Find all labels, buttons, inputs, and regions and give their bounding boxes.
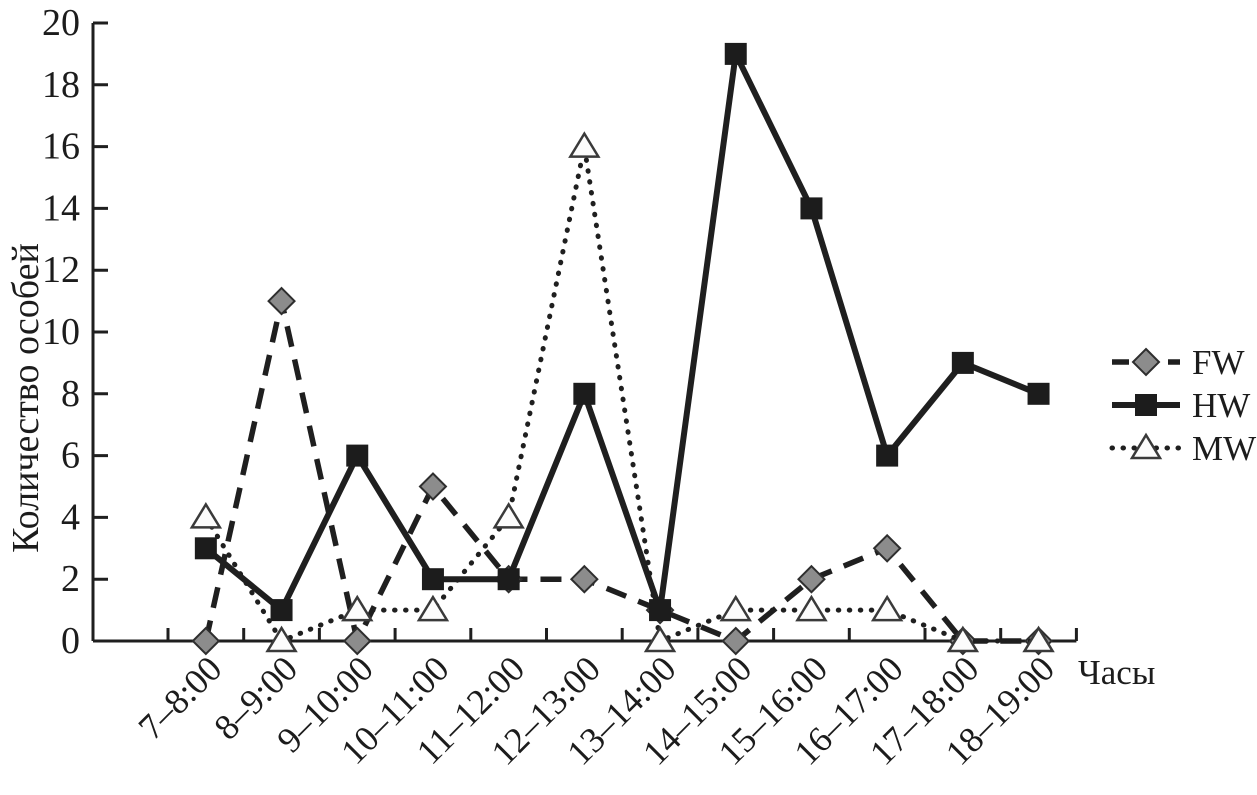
marker-MW-0: [189, 501, 223, 529]
legend-label-MW: MW: [1192, 429, 1256, 468]
marker-MW-3: [416, 594, 450, 622]
marker-FW-1: [267, 286, 296, 316]
marker-HW-3: [421, 568, 444, 591]
marker-FW-2: [342, 626, 372, 656]
marker-HW-0: [194, 537, 217, 560]
y-tick-label: 16: [42, 126, 80, 168]
y-tick-label: 0: [61, 620, 80, 662]
marker-FW-9: [872, 533, 902, 563]
marker-HW-7: [724, 42, 747, 65]
series-group: [189, 42, 1055, 656]
marker-MW-7: [719, 594, 752, 622]
axis-lines: [91, 21, 1078, 643]
y-tick-label: 2: [61, 558, 80, 600]
legend-item-FW: FW: [1112, 343, 1245, 382]
marker-MW-10: [946, 625, 980, 653]
marker-MW-11: [1022, 625, 1055, 653]
series-FW: [191, 286, 1053, 656]
y-axis-title: Количество особей: [5, 243, 47, 553]
marker-MW-2: [341, 594, 374, 622]
marker-FW-3: [418, 472, 448, 501]
y-tick-label: 10: [42, 311, 80, 353]
legend-marker-MW: [1129, 432, 1163, 460]
x-axis-title: Часы: [1078, 653, 1155, 692]
marker-MW-4: [492, 501, 525, 529]
marker-HW-4: [497, 568, 520, 591]
axes: [91, 21, 1078, 643]
marker-HW-9: [876, 444, 899, 467]
legend-label-FW: FW: [1192, 343, 1245, 382]
legend-marker-HW: [1135, 394, 1157, 416]
marker-HW-5: [573, 382, 596, 405]
marker-FW-7: [721, 626, 751, 656]
y-tick-label: 20: [42, 2, 80, 44]
marker-HW-10: [951, 351, 974, 374]
series-MW: [189, 131, 1055, 653]
marker-MW-6: [643, 625, 677, 653]
y-tick-label: 6: [61, 435, 80, 477]
legend-marker-FW: [1131, 347, 1161, 377]
marker-FW-0: [191, 626, 221, 656]
y-tick-label: 14: [42, 187, 80, 229]
y-tick-label: 18: [42, 64, 80, 106]
y-tick-label: 12: [42, 249, 80, 291]
marker-MW-8: [795, 594, 828, 622]
marker-HW-2: [346, 444, 369, 467]
y-tick-label: 4: [61, 496, 80, 538]
marker-MW-5: [568, 131, 601, 158]
marker-HW-6: [649, 599, 672, 622]
marker-HW-11: [1027, 382, 1050, 405]
legend-label-HW: HW: [1192, 386, 1250, 425]
marker-HW-8: [800, 197, 823, 220]
legend-item-HW: HW: [1112, 386, 1250, 425]
y-tick-labels: 0 2 4 6 8 10 12 14 16 18 20: [42, 2, 80, 662]
x-tick-label: 7–8:00: [131, 648, 230, 747]
series-line-MW: [203, 146, 1042, 645]
marker-FW-8: [797, 564, 826, 594]
series-line-HW: [203, 43, 1040, 615]
legend: FW HW MW: [1109, 343, 1256, 468]
x-tick-labels: 7–8:008–9:009–10:0010–11:0011–12:0012–13…: [131, 648, 1063, 772]
marker-FW-5: [569, 564, 599, 594]
y-tick-label: 8: [61, 373, 80, 415]
marker-MW-1: [265, 625, 298, 653]
series-HW: [194, 42, 1050, 622]
marker-MW-9: [870, 594, 904, 622]
series-line-FW: [203, 300, 1039, 650]
legend-item-MW: MW: [1109, 429, 1256, 468]
marker-HW-1: [270, 599, 293, 622]
